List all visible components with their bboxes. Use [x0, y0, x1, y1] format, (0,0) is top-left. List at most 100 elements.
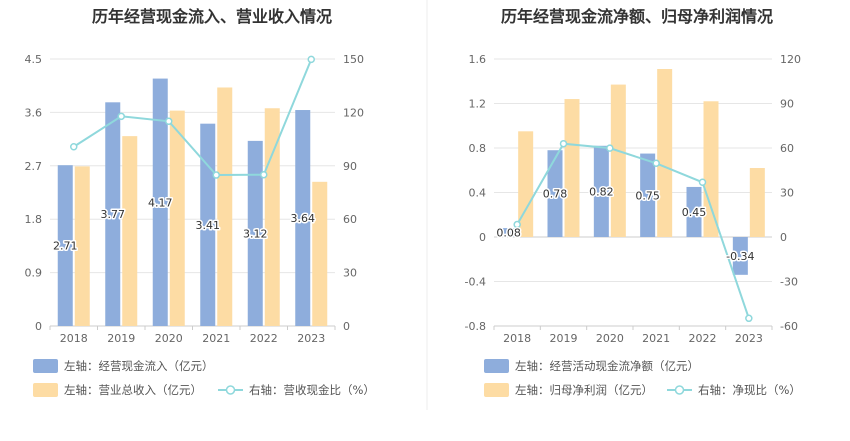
bar-data-label: 2.71 [53, 240, 78, 253]
bar-secondary [122, 136, 138, 326]
right-axis-tick-label: 0 [780, 231, 787, 244]
right-axis-tick-label: 30 [343, 267, 357, 280]
legend-item-net-cash-flow[interactable]: 左轴：经营活动现金流净额（亿元） [484, 359, 699, 373]
ratio-line [516, 142, 750, 319]
right-axis-tick-label: -60 [780, 320, 798, 333]
legend-item-ratio[interactable]: 右轴：营收现金比（%） [218, 383, 375, 397]
bar-primary [686, 186, 702, 237]
chart-2-plot: -0.8 -0.4 0 0.4 0.8 1.2 1.6 -60 -30 0 30 60 90 120 201… [465, 53, 801, 345]
left-axis-tick-label: 1.8 [25, 213, 43, 226]
ratio-point [70, 143, 78, 151]
chart-1-title: 历年经营现金流入、营业收入情况 [92, 7, 332, 26]
ratio-point [559, 139, 568, 148]
bar-data-label: 3.77 [101, 208, 126, 221]
bar-secondary [657, 69, 673, 237]
bar-data-label: 0.75 [635, 189, 660, 202]
ratio-point [745, 314, 753, 323]
bar-secondary [749, 168, 765, 237]
left-axis-tick-label: 0 [479, 231, 486, 244]
legend-item-net-profit[interactable]: 左轴：归母净利润（亿元） [484, 383, 653, 397]
ratio-point [260, 170, 268, 179]
bar-secondary [312, 181, 328, 326]
x-axis-tick-label: 2022 [250, 332, 278, 345]
legend-swatch-bar-primary [484, 359, 509, 373]
x-axis-tick-label: 2022 [689, 332, 717, 345]
bar-data-label: -0.34 [726, 250, 754, 263]
bar-secondary [703, 101, 719, 238]
left-axis-tick-label: 1.2 [469, 98, 487, 111]
x-axis-tick-label: 2018 [60, 332, 88, 345]
bar-secondary [74, 166, 90, 326]
bar-primary [247, 140, 263, 326]
x-axis-tick-label: 2018 [503, 332, 531, 345]
x-axis-tick-label: 2023 [735, 332, 763, 345]
bar-primary [732, 237, 748, 275]
legend-item-cash-inflow[interactable]: 左轴：经营现金流入（亿元） [33, 359, 214, 373]
bar-secondary [169, 110, 185, 327]
right-axis-tick-label: 90 [780, 98, 794, 111]
legend-label: 左轴：归母净利润（亿元） [515, 383, 653, 397]
bar-secondary [610, 84, 626, 238]
bar-primary [295, 110, 311, 326]
right-axis-tick-label: 60 [343, 213, 357, 226]
ratio-point [307, 55, 315, 64]
chart-1-legend: 左轴：经营现金流入（亿元） 左轴：营业总收入（亿元） 右轴：营收现金比（%） [33, 359, 375, 397]
legend-swatch-bar-secondary [33, 383, 58, 397]
bar-primary [152, 78, 168, 326]
left-axis-tick-label: 2.7 [25, 160, 43, 173]
left-axis-tick-label: 0 [35, 320, 42, 333]
legend-item-revenue[interactable]: 左轴：营业总收入（亿元） [33, 383, 202, 397]
legend-swatch-bar-secondary [484, 383, 509, 397]
chart-2-legend: 左轴：经营活动现金流净额（亿元） 左轴：归母净利润（亿元） 右轴：净现比（%） [484, 359, 801, 397]
left-axis-tick-label: -0.4 [465, 276, 486, 289]
bar-data-label: 3.64 [291, 212, 316, 225]
legend-label: 左轴：营业总收入（亿元） [64, 383, 202, 397]
bar-primary [200, 123, 216, 326]
right-axis-tick-label: 60 [780, 142, 794, 155]
bar-primary [57, 165, 73, 326]
x-axis-tick-label: 2021 [642, 332, 670, 345]
bar-primary [501, 228, 517, 237]
left-axis-tick-label: -0.8 [465, 320, 486, 333]
legend-swatch-bar-primary [33, 359, 58, 373]
legend-item-net-cash-ratio[interactable]: 右轴：净现比（%） [667, 383, 801, 397]
right-axis-tick-label: 0 [343, 320, 350, 333]
left-axis-tick-label: 0.8 [469, 142, 487, 155]
legend-label: 左轴：经营现金流入（亿元） [64, 359, 214, 373]
x-axis-tick-label: 2019 [107, 332, 135, 345]
chart-2-title: 历年经营现金流净额、归母净利润情况 [501, 7, 773, 26]
bar-secondary [564, 99, 580, 237]
chart-1-plot: 0 0.9 1.8 2.7 3.6 4.5 0 30 60 90 120 150 2018 2019 202… [25, 53, 365, 345]
right-axis-tick-label: 90 [343, 160, 357, 173]
ratio-point [212, 171, 220, 179]
x-axis-tick-label: 2021 [202, 332, 230, 345]
left-axis-tick-label: 0.4 [469, 187, 487, 200]
bar-data-label: 0.08 [496, 227, 521, 240]
bar-data-label: 4.17 [148, 196, 173, 209]
ratio-point [165, 117, 173, 126]
ratio-point [513, 220, 521, 229]
ratio-point [606, 144, 614, 152]
ratio-line [73, 58, 313, 177]
bar-primary [640, 153, 656, 237]
x-axis-tick-label: 2020 [155, 332, 183, 345]
bar-primary [105, 102, 121, 327]
bar-secondary [518, 131, 534, 237]
right-axis-tick-label: 120 [343, 106, 364, 119]
ratio-point [652, 159, 660, 168]
ratio-point [698, 178, 707, 187]
legend-label: 右轴：营收现金比（%） [249, 383, 375, 397]
x-axis-tick-label: 2023 [297, 332, 325, 345]
bar-data-label: 0.45 [682, 206, 707, 219]
right-axis-tick-label: -30 [780, 276, 798, 289]
bar-primary [593, 145, 609, 237]
left-axis-tick-label: 1.6 [469, 53, 487, 66]
bar-data-label: 3.41 [196, 219, 221, 232]
legend-label: 左轴：经营活动现金流净额（亿元） [515, 359, 699, 373]
x-axis-tick-label: 2020 [596, 332, 624, 345]
left-axis-tick-label: 3.6 [25, 106, 43, 119]
legend-label: 右轴：净现比（%） [698, 383, 801, 397]
right-axis-tick-label: 150 [343, 53, 364, 66]
bar-data-label: 0.78 [543, 188, 568, 201]
left-axis-tick-label: 4.5 [25, 53, 43, 66]
